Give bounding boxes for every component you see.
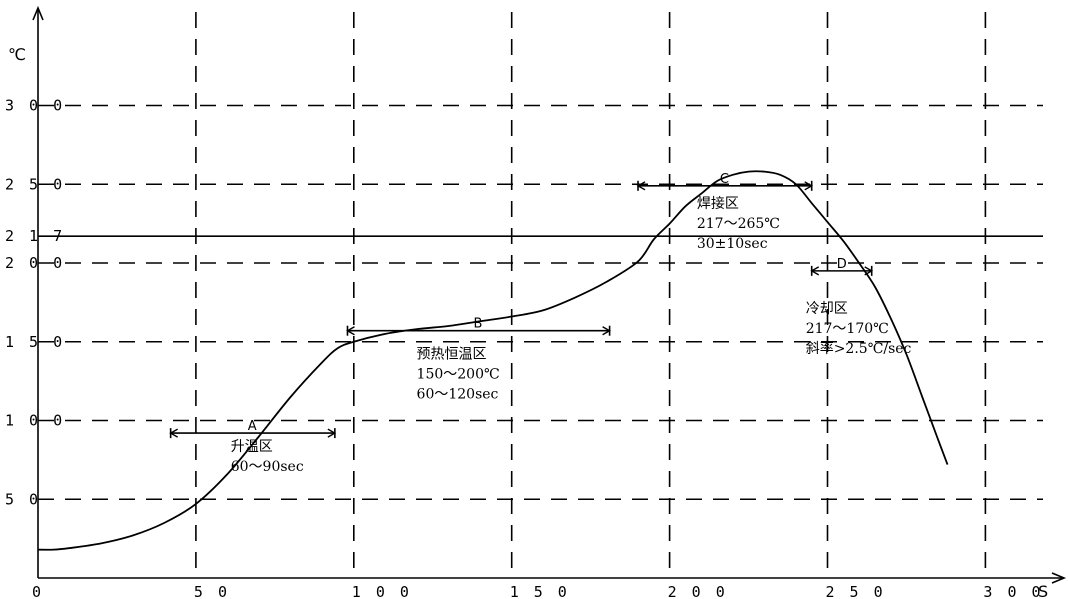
zone-name: 焊接区 — [697, 195, 739, 212]
zone-a: A 升温区 60～90sec — [169, 419, 337, 475]
grid-layer — [38, 12, 1043, 578]
x-tick-label: 1 5 0 — [510, 583, 570, 599]
x-tick-label: 2 0 0 — [668, 583, 728, 599]
y-tick-label: 5 0 — [5, 490, 41, 508]
zones-layer: A 升温区 60～90sec B 预热恒温区 150～200℃ 60～120sec C 焊接区 2… — [169, 172, 912, 475]
y-axis-arrow — [32, 5, 44, 21]
y-tick-label: 3 0 0 — [5, 97, 65, 115]
zone-letter: D — [837, 257, 847, 272]
zone-detail: 60～90sec — [231, 459, 304, 475]
curve-layer — [37, 170, 949, 551]
zone-letter: C — [720, 172, 729, 187]
ticks-layer: 0 5 0 1 0 0 1 5 0 2 0 0 2 5 0 3 0 0 5 0 1 0 0 1 5… — [5, 97, 1043, 599]
temperature-profile-line — [37, 170, 949, 551]
zone-range-end-arrow — [804, 181, 814, 191]
x-tick-label: 2 5 0 — [826, 583, 886, 599]
y-axis-label: ℃ — [8, 45, 26, 64]
zone-letter: B — [474, 317, 483, 332]
x-tick-label: 3 0 0 — [983, 583, 1043, 599]
zone-name: 冷却区 — [806, 301, 848, 317]
zone-name: 升温区 — [231, 439, 273, 455]
zone-detail: 217～265℃ — [697, 216, 780, 232]
zone-range-end-arrow — [602, 326, 612, 336]
y-tick-label: 2 1 7 — [5, 227, 65, 245]
y-tick-label: 2 5 0 — [5, 175, 65, 193]
x-tick-label: 0 — [32, 583, 44, 599]
zone-d: D 冷却区 217～170℃ 斜率>2.5℃/sec — [806, 257, 912, 357]
zone-range-start-arrow — [810, 266, 820, 276]
x-tick-label: 1 0 0 — [352, 583, 412, 599]
zone-detail: 30±10sec — [697, 236, 768, 252]
y-tick-label: 1 0 0 — [5, 412, 65, 430]
x-tick-label: 5 0 — [194, 583, 230, 599]
y-tick-label: 1 5 0 — [5, 333, 65, 351]
x-axis-label: S — [1038, 582, 1048, 599]
zone-detail: 斜率>2.5℃/sec — [806, 340, 912, 357]
zone-range-start-arrow — [169, 428, 178, 438]
zone-b: B 预热恒温区 150～200℃ 60～120sec — [346, 317, 612, 403]
x-axis-arrow — [1051, 572, 1067, 584]
zone-detail: 217～170℃ — [806, 321, 889, 337]
zone-range-start-arrow — [346, 326, 355, 336]
y-tick-label: 2 0 0 — [5, 254, 65, 272]
zone-detail: 150～200℃ — [417, 367, 500, 383]
zone-c: C 焊接区 217～265℃ 30±10sec — [636, 172, 814, 252]
zone-detail: 60～120sec — [417, 387, 499, 403]
axes-layer — [32, 5, 1067, 584]
zone-name: 预热恒温区 — [417, 347, 487, 363]
zone-range-start-arrow — [636, 181, 646, 191]
zone-range-end-arrow — [327, 428, 337, 438]
zone-letter: A — [248, 419, 257, 434]
